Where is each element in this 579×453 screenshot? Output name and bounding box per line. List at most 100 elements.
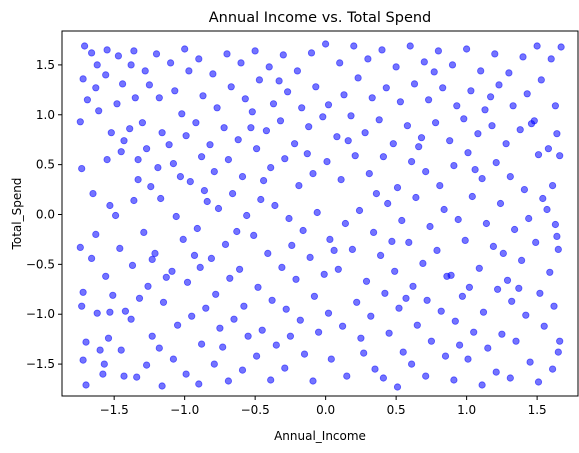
data-point (354, 74, 362, 82)
data-point (253, 352, 261, 360)
data-point (307, 49, 316, 57)
data-point (303, 150, 311, 158)
data-point (470, 328, 478, 336)
x-axis: −1.5 −1.0 −0.5 0.0 0.5 1.0 1.5 (100, 396, 547, 417)
data-point (195, 380, 203, 388)
data-point (253, 145, 261, 153)
data-point (550, 302, 558, 310)
data-point (410, 80, 419, 88)
data-point (128, 261, 137, 269)
data-point (368, 94, 376, 102)
data-point (186, 178, 194, 186)
data-point (181, 45, 189, 53)
data-point (396, 98, 404, 106)
data-point (282, 305, 290, 313)
data-point (333, 133, 341, 141)
data-point (393, 184, 402, 192)
data-point (353, 298, 361, 306)
data-point (279, 51, 287, 59)
data-point (475, 264, 483, 272)
data-point (276, 117, 285, 125)
data-point (219, 343, 227, 351)
data-point (422, 372, 430, 380)
data-point (267, 164, 275, 172)
data-point (234, 136, 242, 144)
data-point (403, 122, 411, 130)
data-point (179, 235, 187, 243)
data-point (371, 365, 379, 373)
data-point (117, 148, 125, 156)
data-point (258, 326, 266, 334)
data-point (230, 315, 238, 323)
data-point (523, 90, 531, 98)
x-tick-label: −1.0 (170, 403, 199, 417)
data-point (174, 321, 182, 329)
data-point (319, 113, 327, 121)
data-point (427, 337, 435, 345)
data-point (140, 228, 148, 236)
data-point (130, 47, 138, 55)
data-point (338, 322, 347, 330)
data-point (107, 129, 115, 137)
data-point (143, 145, 151, 153)
data-point (213, 104, 221, 112)
data-point (99, 370, 107, 378)
data-point (450, 376, 458, 384)
data-point (525, 214, 533, 223)
data-point (321, 40, 330, 48)
data-point (556, 152, 564, 160)
data-point (188, 312, 196, 320)
data-point (422, 168, 430, 176)
data-point (433, 246, 441, 254)
data-point (455, 341, 464, 349)
data-point (479, 308, 488, 316)
data-point (484, 344, 492, 352)
data-point (195, 55, 203, 63)
data-point (477, 67, 485, 75)
data-point (382, 84, 390, 92)
data-point (202, 304, 210, 312)
data-point (265, 63, 273, 71)
data-point (436, 182, 444, 190)
data-point (103, 156, 111, 164)
data-point (255, 76, 263, 84)
data-point (183, 278, 192, 286)
data-point (134, 176, 142, 184)
data-point (407, 360, 416, 368)
data-point (293, 67, 301, 75)
data-point (157, 194, 165, 203)
data-point (127, 315, 135, 323)
data-point (522, 311, 530, 319)
data-point (312, 83, 320, 91)
data-point (536, 289, 544, 297)
data-point (548, 182, 557, 190)
data-point (109, 291, 117, 299)
data-point (515, 284, 523, 292)
data-point (323, 158, 331, 166)
data-point (102, 272, 110, 280)
data-point (224, 377, 232, 385)
data-point (544, 145, 553, 153)
data-point (182, 132, 190, 140)
data-point (361, 129, 369, 137)
data-point (220, 124, 228, 132)
data-point (516, 126, 524, 134)
data-point (88, 254, 96, 262)
data-points (76, 40, 565, 391)
data-point (543, 205, 551, 214)
data-point (508, 297, 516, 305)
data-point (357, 334, 365, 342)
y-axis-label: Total_Spend (10, 178, 24, 251)
data-point (172, 212, 180, 221)
data-point (121, 307, 130, 315)
y-tick-label: 1.5 (36, 58, 55, 72)
data-point (437, 307, 445, 315)
data-point (554, 245, 562, 253)
data-point (96, 346, 104, 354)
data-point (551, 102, 560, 110)
data-point (554, 348, 562, 356)
data-point (162, 273, 170, 281)
data-point (306, 253, 314, 261)
data-point (327, 355, 335, 363)
data-point (198, 153, 206, 161)
